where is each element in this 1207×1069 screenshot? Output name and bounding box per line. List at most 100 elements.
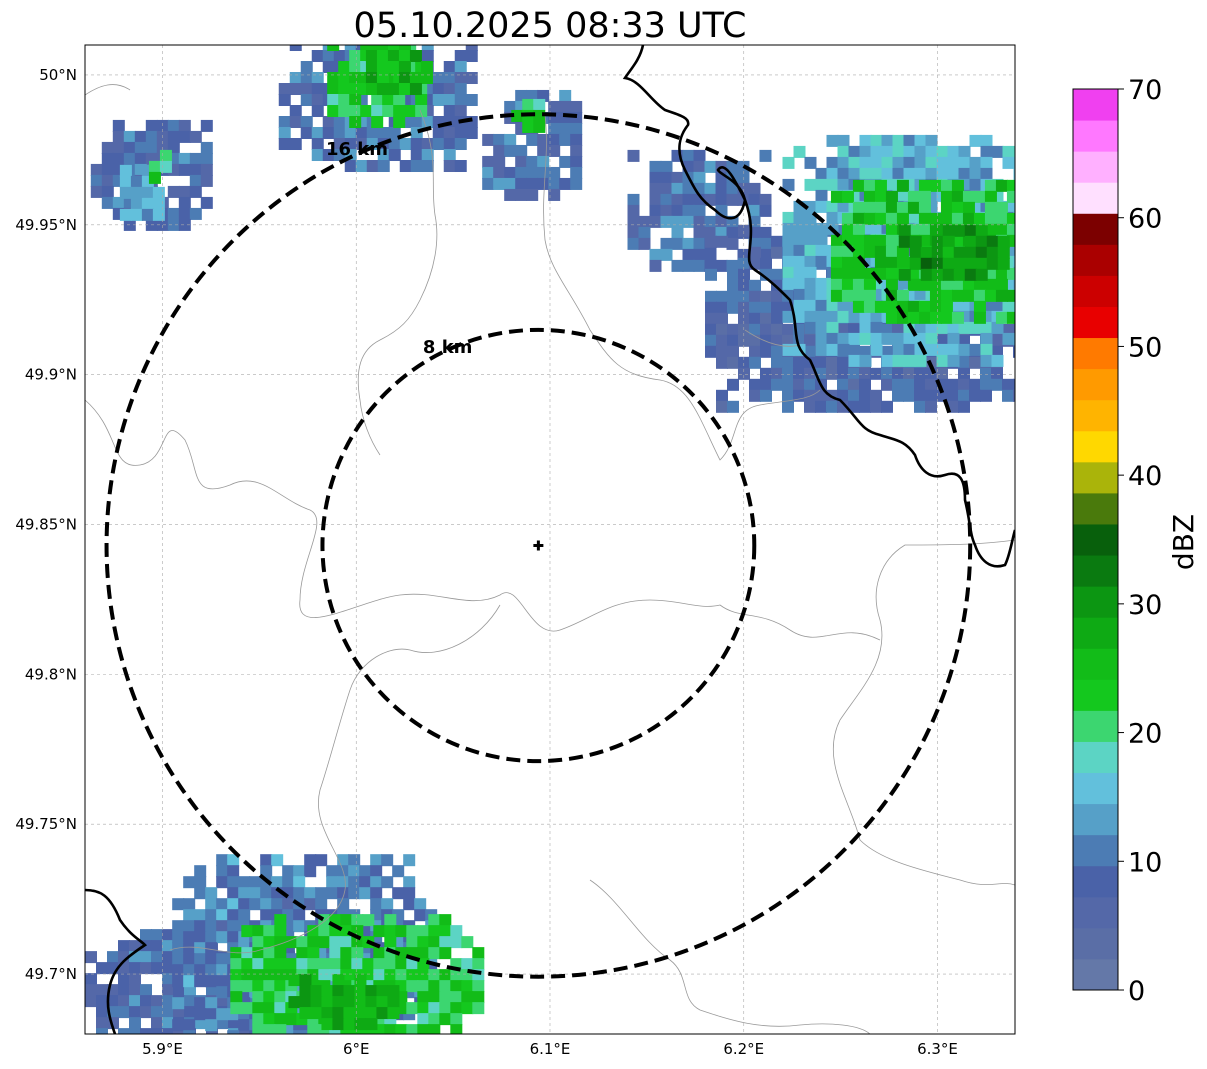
radar-pixel [559, 177, 572, 190]
radar-pixel [660, 160, 673, 173]
radar-pixel [129, 984, 141, 997]
radar-pixel [671, 237, 684, 250]
radar-pixel [162, 929, 174, 942]
radar-pixel [366, 127, 379, 140]
radar-pixel [559, 155, 572, 168]
radar-pixel [252, 936, 265, 949]
radar-pixel [238, 876, 251, 889]
radar-pixel [962, 190, 975, 203]
radar-pixel [715, 259, 728, 272]
radar-pixel [296, 947, 309, 960]
radar-pixel [274, 1013, 287, 1026]
radar-pixel [129, 1017, 141, 1030]
radar-pixel [815, 332, 828, 345]
radar-pixel [304, 898, 317, 911]
radar-pixel [804, 222, 817, 235]
radar-pixel [338, 83, 351, 96]
radar-pixel [327, 94, 340, 107]
radar-pixel [929, 278, 942, 291]
radar-pixel [432, 127, 445, 140]
latitude-tick-label: 49.9°N [25, 366, 77, 384]
radar-pixel [903, 343, 916, 356]
radar-pixel [649, 171, 662, 184]
radar-pixel [859, 321, 872, 334]
radar-pixel [454, 61, 467, 74]
radar-pixel [881, 332, 894, 345]
radar-pixel [311, 94, 324, 107]
radar-pixel [830, 289, 843, 302]
radar-pixel [118, 973, 130, 986]
radar-pixel [782, 222, 795, 235]
colorbar: 0 10 20 30 40 50 60 70 [1072, 75, 1162, 1007]
radar-pixel [274, 1024, 287, 1034]
radar-pixel [428, 969, 441, 982]
radar-pixel [359, 887, 372, 900]
radar-pixel [991, 345, 1003, 358]
radar-pixel [178, 207, 191, 220]
radar-pixel [381, 876, 394, 889]
radar-pixel [804, 310, 817, 323]
radar-pixel [682, 215, 695, 228]
radar-pixel [260, 898, 273, 911]
radar-pixel [804, 178, 817, 191]
radar-pixel [278, 83, 291, 96]
radar-pixel [311, 149, 324, 162]
radar-pixel [671, 193, 684, 206]
radar-pixel [837, 156, 850, 169]
radar-pixel [951, 212, 964, 225]
radar-pixel [428, 936, 441, 949]
radar-pixel [409, 83, 422, 96]
radar-pixel [365, 996, 378, 1009]
radar-pixel [748, 182, 761, 195]
radar-pixel [183, 931, 196, 944]
radar-pixel [749, 389, 761, 402]
radar-pixel [200, 163, 213, 176]
radar-pixel [417, 1002, 430, 1015]
radar-pixel [771, 268, 783, 281]
radar-pixel [178, 163, 191, 176]
radar-pixel [660, 204, 673, 217]
radar-pixel [296, 936, 309, 949]
radar-pixel [172, 997, 185, 1010]
radar-pixel [388, 138, 401, 151]
radar-pixel [1006, 234, 1015, 247]
radar-pixel [403, 887, 416, 900]
radar-pixel [205, 898, 218, 911]
radar-pixel [148, 171, 161, 184]
radar-pixel [1006, 179, 1015, 192]
radar-pixel [381, 854, 394, 867]
radar-pixel [365, 1007, 378, 1020]
radar-pixel [705, 235, 717, 248]
radar-pixel [859, 389, 871, 402]
radar-pixel [973, 212, 986, 225]
radar-pixel [859, 167, 872, 180]
radar-pixel [848, 378, 860, 391]
radar-pixel [782, 178, 795, 191]
radar-pixel [815, 189, 828, 202]
map-plot-area: 8 km 16 km [85, 45, 1015, 1034]
radar-pixel [760, 301, 772, 314]
radar-pixel [263, 958, 276, 971]
radar-pixel [705, 301, 717, 314]
radar-pixel [918, 300, 931, 313]
radar-pixel [947, 145, 960, 158]
admin-boundary [589, 879, 871, 1034]
radar-pixel [793, 310, 806, 323]
colorbar-bin [1073, 679, 1118, 711]
latitude-tick-label: 49.7°N [25, 965, 77, 983]
radar-pixel [958, 167, 971, 180]
radar-pixel [409, 72, 422, 85]
radar-pixel [914, 354, 927, 367]
radar-pixel [130, 208, 143, 221]
radar-pixel [947, 343, 960, 356]
radar-pixel [189, 163, 202, 176]
radar-pixel [333, 127, 346, 140]
radar-pixel [863, 201, 876, 214]
radar-pixel [991, 378, 1003, 391]
radar-pixel [289, 105, 302, 118]
radar-pixel [387, 50, 400, 63]
radar-pixel [263, 1024, 276, 1034]
radar-pixel [410, 138, 423, 151]
radar-pixel [951, 289, 964, 302]
radar-pixel [395, 925, 408, 938]
